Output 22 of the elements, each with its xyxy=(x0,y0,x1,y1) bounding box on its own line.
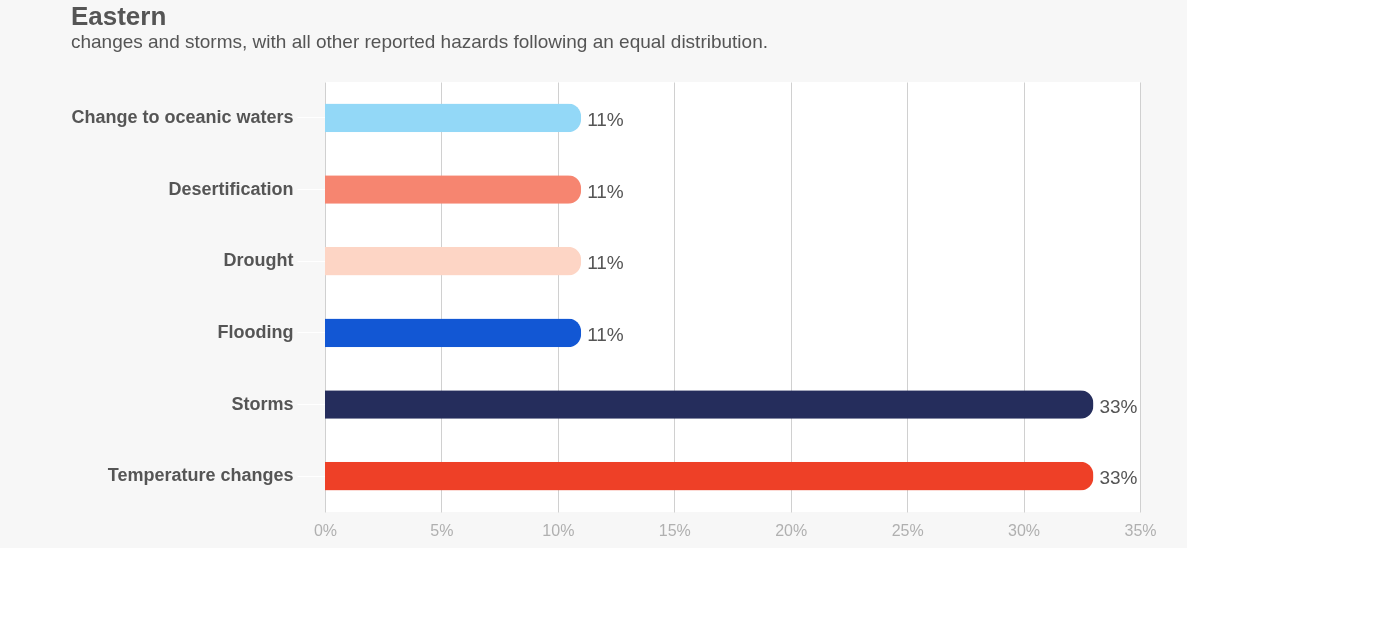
text: changes and storms, with all other reported hazards following an equal distribution. xyxy=(70,31,768,52)
y-tick-label: Drought xyxy=(223,250,294,271)
data-label: 11% xyxy=(587,180,624,202)
x-tick-label: 5% xyxy=(430,521,454,539)
x-tick-label: 35% xyxy=(1124,521,1157,539)
y-tick-label: Storms xyxy=(231,393,294,414)
data-label: 33% xyxy=(1099,395,1138,417)
x-tick-label: 0% xyxy=(313,521,338,539)
y-tick-label: Change to oceanic waters xyxy=(71,106,294,127)
x-tick-label: 15% xyxy=(658,521,691,539)
chart-title: Eastern xyxy=(70,1,167,31)
data-label: 11% xyxy=(587,108,624,130)
data-label: 11% xyxy=(587,323,624,345)
x-tick-label: 30% xyxy=(1008,521,1041,539)
data-label: 11% xyxy=(587,252,624,274)
x-tick-label: 25% xyxy=(891,521,924,539)
y-tick-label: Flooding xyxy=(217,321,294,342)
x-tick-label: 10% xyxy=(542,521,575,539)
y-tick-label: Desertification xyxy=(168,178,294,199)
y-tick-label: Temperature changes xyxy=(107,465,294,486)
x-tick-label: 20% xyxy=(775,521,808,539)
data-label: 33% xyxy=(1099,467,1138,489)
